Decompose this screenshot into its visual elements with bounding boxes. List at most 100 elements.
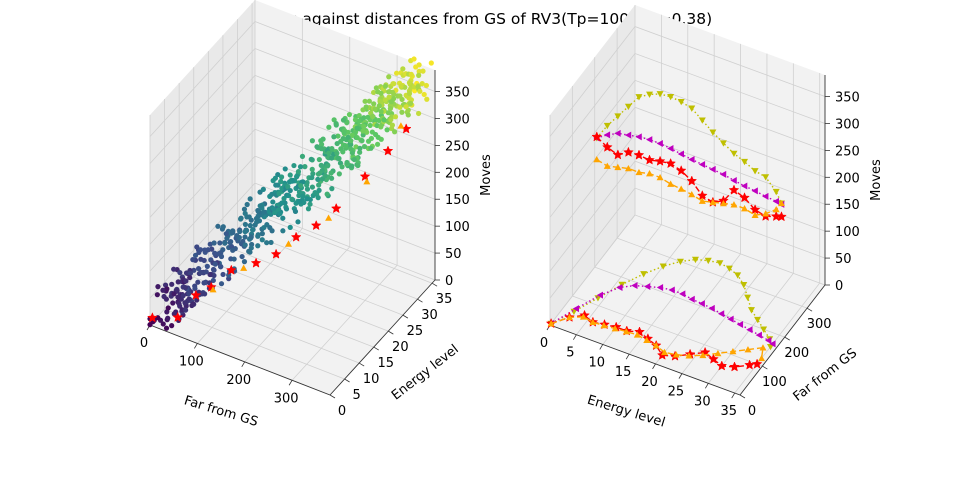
scatter-point xyxy=(195,279,201,285)
scatter-point xyxy=(335,133,341,139)
series-marker xyxy=(572,305,580,313)
scatter-point xyxy=(247,196,253,202)
x-tick-label: 0 xyxy=(140,336,148,351)
y-tick-label: 100 xyxy=(762,375,787,390)
scatter-point xyxy=(269,228,275,234)
series-marker xyxy=(593,156,601,163)
triangle-series xyxy=(209,122,405,293)
scatter-point xyxy=(315,195,321,201)
z-grid-line xyxy=(149,102,256,218)
scatter-point xyxy=(280,228,286,234)
scatter-point xyxy=(190,257,196,263)
scatter-point xyxy=(223,231,229,237)
series-marker xyxy=(667,144,674,152)
scatter-point xyxy=(211,240,217,246)
series-distance xyxy=(547,313,767,362)
scatter-point xyxy=(405,112,411,118)
x-tick-mark xyxy=(678,373,683,379)
scatter-point xyxy=(329,146,335,152)
scatter-point xyxy=(195,265,202,272)
series-marker xyxy=(708,304,715,312)
z-grid-line xyxy=(634,160,826,232)
scatter-point xyxy=(397,93,403,99)
series-marker xyxy=(744,294,752,301)
x-tick-label: 35 xyxy=(720,404,737,419)
series-marker xyxy=(716,360,728,371)
scatter-point xyxy=(203,279,209,285)
x-tick-label: 15 xyxy=(615,365,632,380)
scatter-point xyxy=(282,166,288,172)
x-tick-mark xyxy=(625,353,630,360)
figure-title: Moves against distances from GS of RV3(T… xyxy=(248,10,712,28)
z-grid-line xyxy=(549,133,636,245)
scatter-point xyxy=(230,247,236,253)
x-tick-mark xyxy=(241,361,246,368)
scatter-point xyxy=(309,184,316,190)
scatter-point xyxy=(324,191,330,197)
z-grid-line xyxy=(149,155,256,272)
y-tick-label: 300 xyxy=(807,317,832,332)
y-grid-line xyxy=(208,260,389,332)
scatter-point xyxy=(334,140,340,147)
scatter-point xyxy=(210,277,216,284)
scatter-point xyxy=(154,292,160,298)
scatter-point xyxy=(390,81,396,87)
z-grid-line xyxy=(149,21,256,137)
scatter-point xyxy=(388,117,394,123)
x-grid-line xyxy=(628,243,715,355)
series-marker xyxy=(725,265,733,272)
triangle-point xyxy=(363,178,371,185)
y-tick-label: 35 xyxy=(436,292,453,307)
z-grid-line xyxy=(634,53,826,124)
x-tick-mark xyxy=(599,344,604,350)
scatter-point xyxy=(249,227,256,233)
x-grid-line xyxy=(576,224,662,335)
series-marker xyxy=(623,146,634,157)
scatter-point xyxy=(244,201,250,208)
series-marker xyxy=(698,160,706,168)
scatter-point xyxy=(334,150,340,156)
scatter-point xyxy=(147,322,153,328)
series-marker xyxy=(736,320,744,328)
scatter-point xyxy=(348,141,354,148)
series-marker xyxy=(708,353,719,364)
series-marker xyxy=(596,291,603,299)
scatter-point xyxy=(248,234,254,240)
scatter-point xyxy=(276,191,282,197)
y-tick-label: 20 xyxy=(392,340,409,355)
scatter-point xyxy=(211,272,217,279)
scatter-point xyxy=(279,185,285,191)
series-marker xyxy=(601,141,613,152)
series-marker xyxy=(699,351,707,359)
y-tick-label: 25 xyxy=(407,324,424,339)
scatter-point xyxy=(398,83,404,89)
scatter-point xyxy=(302,164,308,170)
z-grid-line xyxy=(634,187,826,259)
series-marker xyxy=(646,170,654,177)
series-marker xyxy=(769,340,776,348)
scatter-point xyxy=(326,150,332,156)
scatter-point xyxy=(281,195,287,202)
scatter-point xyxy=(356,112,362,119)
series-marker xyxy=(614,163,622,171)
series-marker xyxy=(633,331,641,338)
scatter-point xyxy=(210,266,217,273)
scatter-point xyxy=(372,131,379,138)
series-marker xyxy=(644,154,655,165)
z-tick-label: 100 xyxy=(445,220,470,235)
y-grid-line xyxy=(222,244,404,316)
scatter-point xyxy=(349,132,355,138)
series-marker xyxy=(688,191,696,198)
series-marker xyxy=(762,174,770,181)
scatter-point xyxy=(329,155,335,161)
scatter-point xyxy=(182,300,188,306)
scatter-point xyxy=(287,224,293,230)
scatter-point xyxy=(255,213,261,219)
series-marker xyxy=(589,318,597,325)
scatter-point xyxy=(165,315,171,321)
scatter-point xyxy=(285,192,292,199)
scatter-point xyxy=(283,206,290,212)
scatter-point xyxy=(260,186,266,192)
scatter-point xyxy=(230,228,236,234)
y-grid-line xyxy=(193,276,374,348)
